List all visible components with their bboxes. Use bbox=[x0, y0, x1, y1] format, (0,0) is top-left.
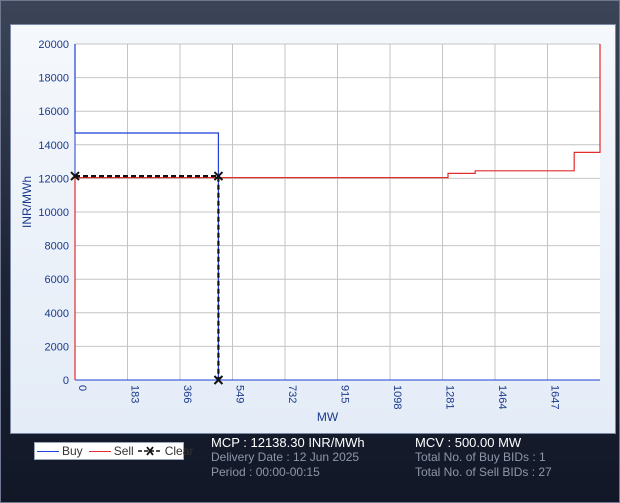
chart-panel: 0 2000 4000 6000 8000 10000 12000 14000 16000 180… bbox=[10, 24, 616, 434]
buy-bids-count: Total No. of Buy BIDs : 1 bbox=[415, 450, 546, 464]
legend-clear-swatch bbox=[137, 446, 162, 456]
series-line-buy bbox=[74, 44, 219, 380]
clear-point-marker bbox=[213, 375, 224, 385]
clear-point-marker bbox=[70, 171, 80, 181]
legend-clear-label: Clear bbox=[164, 444, 194, 458]
y-tick-label: 2000 bbox=[45, 341, 69, 353]
x-tick-label: 1464 bbox=[496, 385, 508, 409]
y-tick-label: 10000 bbox=[38, 207, 69, 219]
x-tick-label: 549 bbox=[234, 385, 246, 403]
mcv-value: MCV : 500.00 MW bbox=[415, 435, 522, 450]
y-tick-label: 16000 bbox=[38, 106, 69, 118]
y-tick-label: 12000 bbox=[38, 173, 69, 185]
sell-bids-count: Total No. of Sell BIDs : 27 bbox=[415, 465, 552, 479]
info-left: MCP : 12138.30 INR/MWh Delivery Date : 1… bbox=[211, 435, 365, 480]
chart-legend: Buy Sell Clear bbox=[34, 442, 193, 460]
legend-item-sell: Sell bbox=[88, 444, 134, 458]
y-tick-label: 8000 bbox=[45, 241, 69, 253]
period: Period : 00:00-00:15 bbox=[211, 465, 320, 479]
legend-item-clear: Clear bbox=[137, 444, 194, 458]
y-tick-label: 18000 bbox=[38, 73, 69, 85]
x-tick-label: 732 bbox=[286, 385, 298, 403]
x-axis-title: MW bbox=[317, 410, 339, 424]
x-tick-label: 366 bbox=[181, 385, 193, 403]
y-tick-label: 0 bbox=[63, 375, 69, 387]
x-tick-label: 1098 bbox=[391, 385, 403, 409]
x-tick-label: 1281 bbox=[444, 385, 456, 409]
y-tick-label: 6000 bbox=[45, 274, 69, 286]
info-right: MCV : 500.00 MW Total No. of Buy BIDs : … bbox=[415, 435, 552, 480]
x-tick-label: 915 bbox=[339, 385, 351, 403]
legend-item-buy: Buy bbox=[37, 444, 83, 458]
bid-curve-chart: 0 2000 4000 6000 8000 10000 12000 14000 16000 180… bbox=[20, 39, 601, 424]
legend-buy-swatch bbox=[37, 450, 59, 452]
delivery-date: Delivery Date : 12 Jun 2025 bbox=[211, 450, 360, 464]
legend-buy-label: Buy bbox=[62, 444, 83, 458]
y-tick-label: 4000 bbox=[45, 308, 69, 320]
x-tick-label: 183 bbox=[129, 385, 141, 403]
y-tick-label: 14000 bbox=[38, 140, 69, 152]
x-tick-label: 0 bbox=[76, 385, 88, 391]
y-axis-title: INR/MWh bbox=[20, 176, 34, 228]
series-line-sell bbox=[74, 44, 601, 380]
clear-point-marker bbox=[213, 171, 224, 181]
legend-sell-label: Sell bbox=[113, 444, 134, 458]
legend-sell-swatch bbox=[88, 450, 111, 452]
mcp-value: MCP : 12138.30 INR/MWh bbox=[211, 435, 365, 450]
y-tick-label: 20000 bbox=[38, 39, 69, 51]
x-tick-label: 1647 bbox=[549, 385, 561, 409]
